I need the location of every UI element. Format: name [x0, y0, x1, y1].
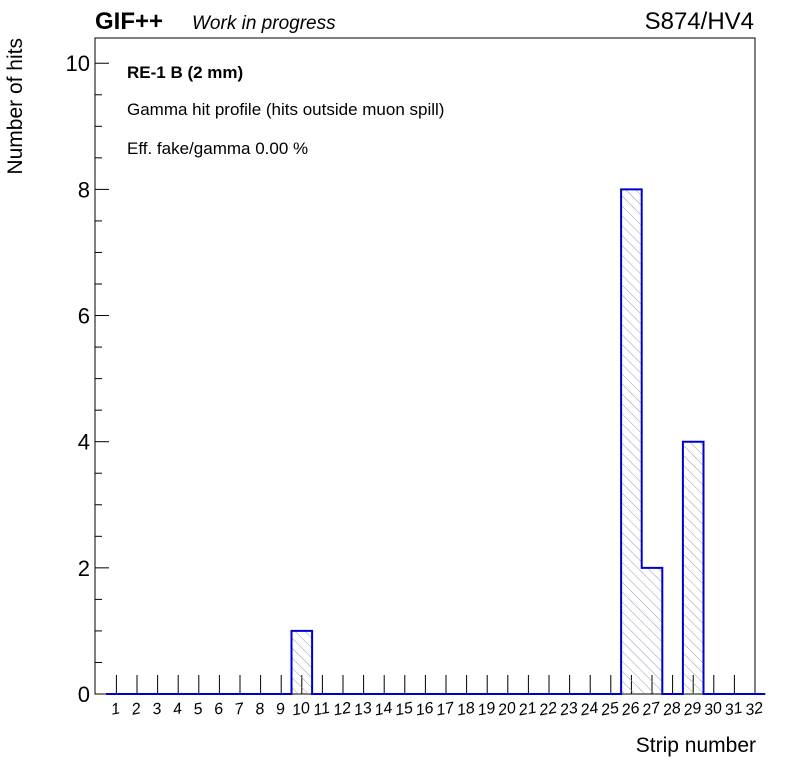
x-tick-label: 10	[291, 700, 312, 720]
y-tick-label: 2	[78, 556, 90, 581]
x-tick-label: 14	[373, 700, 394, 720]
y-tick-label: 0	[78, 682, 90, 707]
x-tick-label: 28	[661, 700, 683, 720]
x-tick-label: 22	[537, 700, 559, 720]
y-axis-label: Number of hits	[4, 38, 27, 175]
run-label: S874/HV4	[645, 8, 754, 35]
x-tick-label: 31	[723, 700, 743, 720]
histogram-bar	[291, 630, 313, 694]
x-tick-label: 30	[703, 700, 724, 720]
x-tick-label: 2	[129, 700, 142, 718]
chamber-label: RE-1 B (2 mm)	[127, 63, 243, 82]
x-tick-label: 19	[476, 700, 497, 720]
status-subtitle: Work in progress	[192, 13, 336, 34]
x-tick-label: 27	[640, 699, 663, 719]
x-tick-label: 8	[254, 700, 266, 718]
x-tick-label: 7	[233, 700, 246, 718]
histogram-bars	[106, 188, 766, 695]
experiment-title: GIF++	[95, 8, 163, 35]
x-tick-label: 23	[558, 700, 580, 720]
x-tick-label: 5	[192, 700, 204, 718]
x-tick-label: 3	[151, 700, 163, 718]
x-tick-label: 6	[213, 700, 225, 718]
x-axis-label: Strip number	[636, 734, 756, 757]
x-tick-label: 24	[578, 700, 600, 720]
y-tick-label: 10	[66, 51, 90, 76]
y-tick-label: 4	[78, 430, 90, 455]
y-axis: 0 2 4 6 8 10	[66, 51, 109, 707]
histogram-outline	[106, 188, 766, 695]
x-axis: 1 2 3 4 5 6 7 8 9 10 11 12 13 14 15 16 17 18 19 20 21 22 23 24 2…	[110, 675, 765, 720]
x-tick-label: 11	[312, 700, 331, 720]
x-tick-label: 15	[394, 700, 415, 720]
x-tick-label: 32	[744, 700, 765, 720]
y-tick-label: 8	[78, 177, 90, 202]
profile-description: Gamma hit profile (hits outside muon spi…	[127, 100, 444, 119]
x-tick-label: 18	[456, 700, 477, 720]
histogram-bar	[621, 189, 642, 694]
x-tick-label: 21	[516, 700, 537, 720]
y-tick-label: 6	[78, 304, 90, 329]
x-tick-label: 25	[599, 700, 621, 720]
x-tick-label: 9	[275, 700, 287, 718]
x-tick-label: 20	[496, 700, 518, 720]
histogram-bar	[682, 441, 704, 694]
x-tick-label: 12	[332, 700, 353, 720]
x-tick-label: 13	[353, 700, 374, 720]
x-tick-label: 16	[414, 700, 435, 720]
x-tick-label: 4	[172, 700, 184, 718]
x-tick-label: 29	[681, 700, 703, 720]
histogram-bar	[641, 567, 663, 694]
x-tick-label: 17	[435, 699, 457, 719]
x-tick-label: 26	[619, 700, 641, 720]
efficiency-label: Eff. fake/gamma 0.00 %	[127, 139, 308, 158]
x-tick-label: 1	[110, 700, 122, 718]
